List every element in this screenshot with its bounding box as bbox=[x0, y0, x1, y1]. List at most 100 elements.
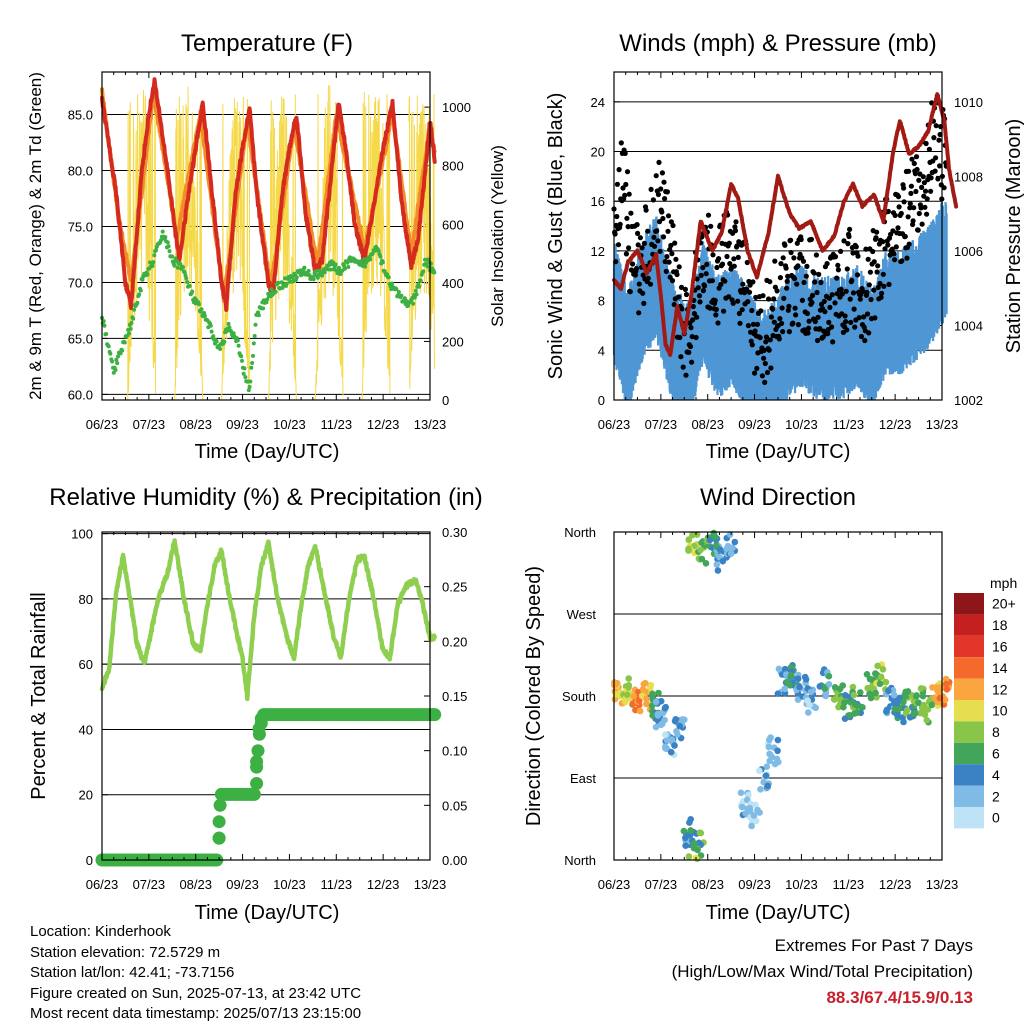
legend-label: 14 bbox=[992, 660, 1008, 676]
dewpoint-point bbox=[338, 272, 343, 276]
dewpoint-point bbox=[106, 344, 111, 349]
precip-point bbox=[250, 760, 264, 774]
x-tick-label: 12/23 bbox=[367, 877, 400, 892]
y-tick-label: 60 bbox=[79, 657, 93, 672]
gust-point bbox=[686, 349, 692, 355]
gust-point bbox=[814, 337, 821, 344]
gust-point bbox=[746, 289, 753, 295]
y-tick-label-right: 800 bbox=[442, 159, 464, 174]
direction-point bbox=[890, 691, 898, 699]
dewpoint-point bbox=[209, 329, 214, 334]
gust-point bbox=[862, 337, 868, 344]
gust-point bbox=[844, 327, 850, 333]
gust-point bbox=[749, 307, 755, 314]
gust-point bbox=[870, 248, 876, 255]
gust-point bbox=[812, 318, 818, 325]
dewpoint-point bbox=[370, 251, 375, 256]
gust-point bbox=[761, 347, 767, 353]
dewpoint-point bbox=[342, 263, 347, 268]
gust-point bbox=[752, 328, 758, 334]
dewpoint-point bbox=[150, 263, 155, 268]
direction-point bbox=[883, 706, 891, 714]
dewpoint-point bbox=[227, 325, 232, 330]
dewpoint-point bbox=[250, 361, 255, 365]
gust-point bbox=[689, 359, 695, 365]
y-tick-label-right: 200 bbox=[442, 334, 464, 349]
gust-point bbox=[896, 204, 902, 210]
gust-point bbox=[829, 324, 835, 330]
gust-point bbox=[895, 225, 901, 231]
gust-point bbox=[660, 215, 666, 222]
gust-point bbox=[662, 196, 668, 202]
gust-point bbox=[916, 210, 922, 217]
dewpoint-point bbox=[311, 277, 316, 282]
gust-point bbox=[922, 204, 928, 210]
gust-point bbox=[919, 184, 925, 190]
dewpoint-point bbox=[337, 265, 341, 270]
gust-point bbox=[694, 314, 700, 320]
gust-point bbox=[783, 265, 789, 271]
gust-point bbox=[764, 369, 771, 376]
direction-point bbox=[690, 844, 698, 852]
gust-point bbox=[643, 207, 649, 213]
gust-point bbox=[777, 275, 784, 281]
legend-swatch bbox=[954, 721, 984, 743]
y-tick-label-right: 600 bbox=[442, 217, 464, 232]
gust-point bbox=[904, 255, 910, 261]
dewpoint-point bbox=[187, 284, 192, 288]
gust-point bbox=[843, 319, 849, 325]
temperature-plot: 60.0 65.0 70.0 75.0 80.0 85.0 0 200 400 600 800 100… bbox=[68, 71, 471, 432]
dewpoint-point bbox=[167, 249, 172, 254]
direction-point bbox=[781, 665, 789, 673]
gust-point bbox=[617, 221, 623, 227]
direction-point bbox=[635, 697, 643, 704]
gust-point bbox=[830, 339, 836, 345]
direction-point bbox=[794, 696, 802, 703]
gust-point bbox=[850, 250, 856, 256]
direction-point bbox=[748, 822, 755, 830]
legend-label: 6 bbox=[992, 746, 1000, 762]
dewpoint-point bbox=[241, 371, 246, 376]
gust-point bbox=[855, 253, 861, 259]
y-tick-label: 100 bbox=[71, 527, 93, 542]
x-tick-label: 08/23 bbox=[179, 417, 212, 432]
direction-series bbox=[611, 529, 953, 863]
x-tick-label: 06/23 bbox=[598, 417, 631, 432]
gust-point bbox=[879, 290, 885, 296]
humidity-panel: Relative Humidity (%) & Precipitation (i… bbox=[28, 484, 483, 924]
dewpoint-point bbox=[114, 357, 119, 362]
temperature-panel: Temperature (F) 60.0 65.0 70.0 75.0 80.0 85.0… bbox=[26, 30, 507, 463]
gust-point bbox=[790, 320, 796, 326]
gust-point bbox=[724, 253, 730, 260]
winds-xlabel: Time (Day/UTC) bbox=[706, 441, 851, 463]
gust-point bbox=[679, 306, 685, 312]
gust-point bbox=[843, 288, 849, 294]
gust-point bbox=[838, 286, 844, 292]
direction-point bbox=[904, 688, 912, 695]
humidity-title: Relative Humidity (%) & Precipitation (i… bbox=[49, 484, 482, 511]
y-tick-label: 24 bbox=[591, 95, 605, 110]
gust-point bbox=[664, 254, 670, 260]
direction-point bbox=[649, 712, 656, 719]
gust-point bbox=[757, 335, 763, 341]
dewpoint-point bbox=[421, 269, 426, 274]
gust-point bbox=[701, 283, 708, 289]
gust-point bbox=[715, 320, 721, 326]
dewpoint-point bbox=[386, 275, 391, 280]
direction-point bbox=[840, 703, 847, 711]
gust-point bbox=[718, 281, 724, 288]
gust-point bbox=[877, 280, 883, 287]
direction-point bbox=[719, 557, 727, 565]
gust-point bbox=[907, 205, 913, 211]
gust-point bbox=[678, 284, 685, 290]
direction-point bbox=[643, 695, 650, 703]
gust-point bbox=[786, 329, 793, 335]
direction-point bbox=[679, 716, 686, 723]
solar-day bbox=[127, 89, 157, 401]
direction-point bbox=[831, 684, 839, 691]
gust-point bbox=[655, 191, 662, 198]
gust-point bbox=[780, 329, 786, 335]
direction-point bbox=[625, 684, 632, 691]
direction-ylabel-left: Direction (Colored By Speed) bbox=[523, 566, 545, 826]
y-tick-label: 0 bbox=[598, 393, 605, 408]
